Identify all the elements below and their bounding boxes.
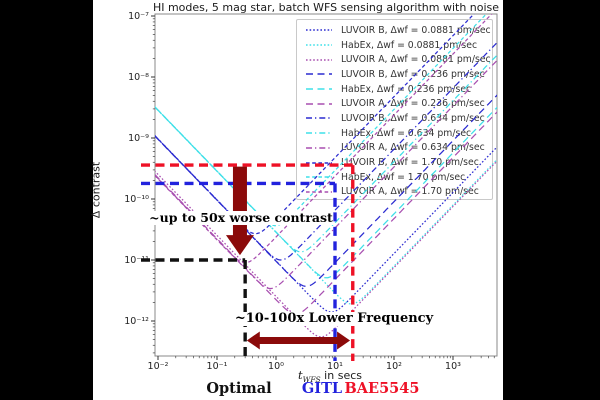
legend-item: HabEx, Δwf = 0.634 pm/sec <box>297 126 492 141</box>
legend-item-label: LUVOIR A, Δwf = 0.236 pm/sec <box>341 98 485 110</box>
legend-item-label: LUVOIR B, Δwf = 0.634 pm/sec <box>341 112 485 124</box>
x-axis-label: tWFS in secs <box>298 368 362 384</box>
legend-item: LUVOIR B, Δwf = 0.236 pm/sec <box>297 67 492 82</box>
legend-box: LUVOIR B, Δwf = 0.0881 pm/sec HabEx, Δwf … <box>296 19 493 200</box>
legend-item-label: LUVOIR A, Δwf = 0.0881 pm/sec <box>341 54 491 66</box>
legend-item: HabEx, Δwf = 0.236 pm/sec <box>297 82 492 97</box>
legend-swatch-icon <box>306 88 332 90</box>
legend-swatch-icon <box>306 29 332 32</box>
legend-swatch-icon <box>306 176 332 178</box>
legend-swatch-icon <box>306 161 332 164</box>
legend-swatch-icon <box>306 147 332 149</box>
legend-item: LUVOIR A, Δwf = 0.634 pm/sec <box>297 141 492 156</box>
legend-item: LUVOIR B, Δwf = 0.634 pm/sec <box>297 111 492 126</box>
legend-swatch-icon <box>306 73 332 76</box>
legend-item: HabEx, Δwf = 1.70 pm/sec <box>297 170 492 185</box>
legend-swatch-icon <box>306 103 332 105</box>
legend-item-label: LUVOIR A, Δwf = 0.634 pm/sec <box>341 142 485 154</box>
legend-item-label: HabEx, Δwf = 0.236 pm/sec <box>341 83 472 95</box>
guide-label-bae5545: BAE5545 <box>344 380 420 397</box>
guide-label-optimal: Optimal <box>206 380 272 397</box>
legend-item: LUVOIR B, Δwf = 0.0881 pm/sec <box>297 23 492 38</box>
legend-item-label: HabEx, Δwf = 0.0881 pm/sec <box>341 39 478 51</box>
legend-item-label: LUVOIR B, Δwf = 0.0881 pm/sec <box>341 24 491 36</box>
x-axis-label-var: t <box>298 368 303 382</box>
legend-item: HabEx, Δwf = 0.0881 pm/sec <box>297 38 492 53</box>
legend-item: LUVOIR B, Δwf = 1.70 pm/sec <box>297 155 492 170</box>
annotation-lower-frequency: ~10-100x Lower Frequency <box>234 311 434 327</box>
guide-label-gitl: GITL <box>301 380 343 397</box>
y-axis-label: Δ contrast <box>89 161 103 219</box>
legend-item: LUVOIR A, Δwf = 0.236 pm/sec <box>297 96 492 111</box>
legend-item: LUVOIR A, Δwf = 1.70 pm/sec <box>297 185 492 200</box>
chart-title: HI modes, 5 mag star, batch WFS sensing … <box>152 1 500 14</box>
annotation-worse-contrast: ~up to 50x worse contrast <box>149 210 333 225</box>
x-axis-label-rest: in secs <box>320 369 362 382</box>
legend-item-label: LUVOIR B, Δwf = 0.236 pm/sec <box>341 68 485 80</box>
x-axis-label-sub: WFS <box>302 375 321 385</box>
legend-item-label: HabEx, Δwf = 1.70 pm/sec <box>341 171 466 183</box>
legend-swatch-icon <box>306 132 332 134</box>
legend-swatch-icon <box>306 44 332 46</box>
legend-swatch-icon <box>306 59 332 61</box>
legend-item: LUVOIR A, Δwf = 0.0881 pm/sec <box>297 52 492 67</box>
legend-item-label: LUVOIR B, Δwf = 1.70 pm/sec <box>341 157 479 169</box>
legend-item-label: LUVOIR A, Δwf = 1.70 pm/sec <box>341 186 479 198</box>
legend-item-label: HabEx, Δwf = 0.634 pm/sec <box>341 127 472 139</box>
legend-swatch-icon <box>306 191 332 193</box>
legend-swatch-icon <box>306 117 332 120</box>
